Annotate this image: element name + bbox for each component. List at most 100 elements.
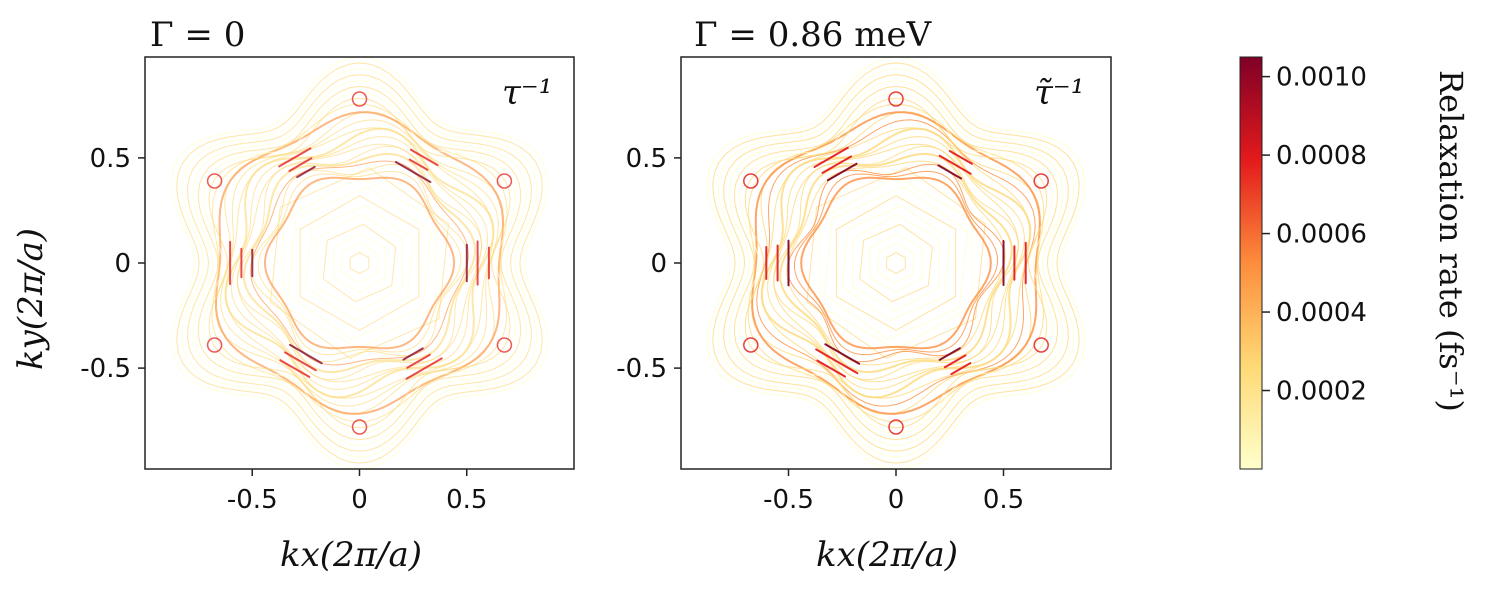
hot-spot [948,150,973,165]
vertex-curl [206,173,223,189]
colorbar-ticks: 0.0010 0.0008 0.0006 0.0004 0.0002 [1262,63,1367,407]
fermi-contour [779,152,1013,374]
fermi-contour [800,176,992,350]
fermi-contour [706,57,1086,469]
vertex-curl [1033,173,1049,189]
fermi-contour [215,111,504,415]
fermi-contour [723,74,1069,452]
fermi-contour [733,85,1059,441]
right-xlabel: kx(2π/a) [816,535,958,575]
hot-spot [406,353,431,369]
y-tick-label: -0.5 [80,354,131,384]
colorbar-tick-label: 0.0004 [1276,298,1367,328]
hot-spot [289,343,323,365]
colorbar-tick-label: 0.0006 [1276,220,1367,250]
colorbar-tick-label: 0.0008 [1276,141,1367,171]
fermi-contour [767,136,1025,390]
fermi-contour [747,103,1045,423]
fermi-contour [794,170,998,356]
y-tick-label: 0.5 [90,144,131,174]
fermi-contour [230,136,489,390]
fermi-contour [269,167,450,359]
fermi-contour [287,186,432,340]
right-panel: Γ = 0.86 meV τ̃⁻¹ -0.5 0 0.5 0.5 0 -0.5 kx(2π… [616,15,1112,575]
fermi-contour [717,68,1075,458]
hot-spot [826,162,858,182]
vertex-curl [351,91,368,107]
hot-spot [938,347,961,361]
fermi-contour [869,233,923,293]
fermi-contour [886,251,906,275]
fermi-contour [181,68,538,458]
hot-spot [288,157,313,172]
right-panel-title: Γ = 0.86 meV [694,15,933,55]
x-tick-label: 0 [351,485,368,515]
fermi-contour [876,242,916,284]
fermi-contour [203,91,516,435]
colorbar: 0.0010 0.0008 0.0006 0.0004 0.0002 Relaxatio… [1239,56,1470,470]
fermi-contour [214,111,505,415]
left-ticks: -0.5 0 0.5 0.5 0 -0.5 [80,144,487,515]
fermi-contour [236,145,483,381]
left-xlabel: kx(2π/a) [280,535,422,575]
y-tick-label: 0 [650,249,667,279]
hot-spot [816,359,846,378]
fermi-contour [257,170,462,356]
fermi-contour [835,195,957,331]
fermi-contour [773,143,1019,383]
vertex-curl [743,173,759,189]
fermi-contour [186,74,533,452]
colorbar-label: Relaxation rate (fs⁻¹) [1432,70,1470,412]
hot-spot [394,161,432,183]
fermi-contour [859,223,933,303]
hot-spot [402,347,424,361]
hot-spot [278,147,312,168]
fermi-contour [739,91,1053,435]
vertex-curl [888,419,904,435]
right-plot-area [706,57,1086,469]
right-plot-frame [680,56,1112,470]
fermi-contour [170,57,549,469]
left-panel: Γ = 0 τ⁻¹ -0.5 0 0.5 0.5 0 -0.5 kx(2π/a) ky(2… [11,15,575,575]
vertex-curl [351,419,368,435]
vertex-curl [496,337,513,353]
fermi-contour [823,186,969,340]
fermi-contour [841,204,951,322]
vertex-curl [888,91,904,107]
y-tick-label: -0.5 [616,354,667,384]
fermi-contour [756,119,1036,407]
vertex-curl [206,337,223,353]
left-panel-title: Γ = 0 [150,15,245,55]
fermi-contour [349,251,370,275]
hot-spot [815,348,859,375]
vertex-curl [743,337,759,353]
fermi-contour [236,143,483,383]
left-ylabel: ky(2π/a) [11,228,51,370]
hot-spot [279,359,311,378]
fermi-contour [192,79,527,447]
x-tick-label: -0.5 [227,485,278,515]
fermi-contour [305,204,414,322]
hot-spot [943,354,967,369]
fermi-contour [751,111,1041,415]
colorbar-gradient [1239,56,1263,470]
fermi-contour [263,176,456,350]
hot-spot [950,362,972,376]
fermi-contour [744,97,1048,429]
fermi-contour [852,214,940,312]
vertex-curl [1033,337,1049,353]
fermi-contour [176,62,543,464]
fermi-contour [751,111,1041,415]
x-tick-label: -0.5 [763,485,814,515]
colorbar-tick-label: 0.0010 [1276,63,1367,93]
fermi-contour [333,233,386,293]
hot-spot [824,343,861,365]
left-plot-area [170,57,549,469]
x-tick-label: 0.5 [446,485,487,515]
hot-spot [938,154,972,175]
hot-spot [284,351,317,372]
fermi-contour [819,176,973,350]
colorbar-tick-label: 0.0002 [1276,377,1367,407]
y-tick-label: 0.5 [626,144,667,174]
